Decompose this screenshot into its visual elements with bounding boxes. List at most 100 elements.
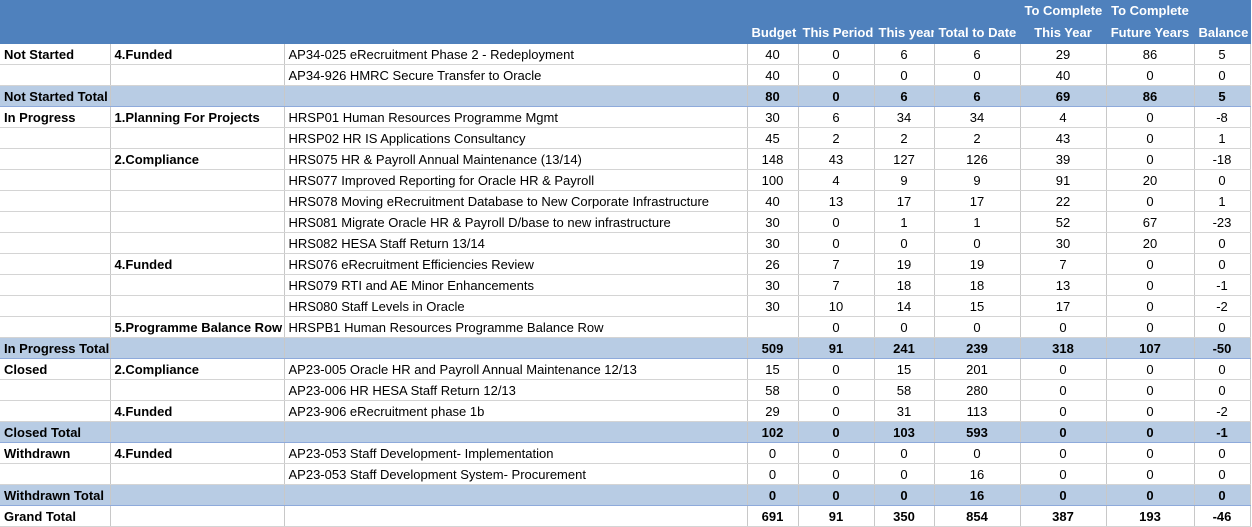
header-bottom-cell: This Year <box>1020 21 1107 44</box>
table-row: AP34-926 HMRC Secure Transfer to Oracle 4… <box>0 64 1251 86</box>
value-cell: 91 <box>798 505 875 527</box>
value-cell: 16 <box>934 484 1021 506</box>
value-cell: 854 <box>934 505 1021 527</box>
header-row-top: To Complete To Complete <box>0 0 1251 22</box>
value-cell: 40 <box>747 43 799 65</box>
category-cell <box>110 232 285 254</box>
value-cell: 20 <box>1106 169 1195 191</box>
grand-total-row: Grand Total 691 91 350 854 387 193 -46 <box>0 505 1251 527</box>
project-cell: HRS077 Improved Reporting for Oracle HR … <box>284 169 748 191</box>
header-top-cell <box>1194 0 1251 22</box>
category-cell <box>110 274 285 296</box>
value-cell: 34 <box>934 106 1021 128</box>
value-cell: -46 <box>1194 505 1251 527</box>
value-cell: 0 <box>1106 358 1195 380</box>
category-cell: 4.Funded <box>110 253 285 275</box>
category-cell <box>110 379 285 401</box>
status-cell <box>0 316 111 338</box>
project-cell: HRS082 HESA Staff Return 13/14 <box>284 232 748 254</box>
value-cell: 193 <box>1106 505 1195 527</box>
value-cell: 29 <box>1020 43 1107 65</box>
table-row: 4.Funded HRS076 eRecruitment Efficiencies… <box>0 253 1251 275</box>
project-cell: HRS076 eRecruitment Efficiencies Review <box>284 253 748 275</box>
total-row: Not Started Total 80 0 6 6 69 86 5 <box>0 85 1251 107</box>
status-cell <box>0 400 111 422</box>
status-cell: In Progress Total <box>0 337 111 359</box>
project-cell: HRS081 Migrate Oracle HR & Payroll D/bas… <box>284 211 748 233</box>
status-cell <box>0 64 111 86</box>
value-cell: 691 <box>747 505 799 527</box>
value-cell: 4 <box>798 169 875 191</box>
value-cell: 86 <box>1106 43 1195 65</box>
total-row: In Progress Total 509 91 241 239 318 107 -50 <box>0 337 1251 359</box>
value-cell: 80 <box>747 85 799 107</box>
header-bottom-cell: Budget <box>747 21 799 44</box>
value-cell: 0 <box>1106 148 1195 170</box>
header-top-cell <box>747 0 799 22</box>
header-bottom-cell: This year <box>874 21 935 44</box>
header-top-cell <box>0 0 111 22</box>
value-cell: 0 <box>1106 421 1195 443</box>
value-cell: 9 <box>874 169 935 191</box>
value-cell: 22 <box>1020 190 1107 212</box>
project-cell: HRSPB1 Human Resources Programme Balance… <box>284 316 748 338</box>
status-cell <box>0 232 111 254</box>
project-cell: AP23-053 Staff Development- Implementati… <box>284 442 748 464</box>
header-bottom-cell <box>110 21 285 44</box>
value-cell: 45 <box>747 127 799 149</box>
value-cell: 5 <box>1194 43 1251 65</box>
value-cell: 0 <box>1194 316 1251 338</box>
category-cell <box>110 169 285 191</box>
value-cell: 6 <box>874 85 935 107</box>
value-cell: 0 <box>874 442 935 464</box>
value-cell: 6 <box>934 85 1021 107</box>
value-cell: 0 <box>798 484 875 506</box>
status-cell <box>0 190 111 212</box>
value-cell: -2 <box>1194 400 1251 422</box>
status-cell: Withdrawn Total <box>0 484 111 506</box>
value-cell: 0 <box>1020 484 1107 506</box>
value-cell: 30 <box>747 232 799 254</box>
value-cell: 19 <box>874 253 935 275</box>
project-cell: HRS078 Moving eRecruitment Database to N… <box>284 190 748 212</box>
category-cell <box>110 337 285 359</box>
header-top-cell <box>874 0 935 22</box>
header-top-cell: To Complete <box>1106 0 1195 22</box>
value-cell: 34 <box>874 106 935 128</box>
value-cell: 1 <box>1194 127 1251 149</box>
value-cell: 7 <box>1020 253 1107 275</box>
value-cell: 0 <box>934 64 1021 86</box>
value-cell: 0 <box>798 64 875 86</box>
value-cell: 0 <box>874 316 935 338</box>
value-cell: 13 <box>798 190 875 212</box>
value-cell: 26 <box>747 253 799 275</box>
value-cell: 1 <box>934 211 1021 233</box>
value-cell: 0 <box>1194 253 1251 275</box>
value-cell: 13 <box>1020 274 1107 296</box>
category-cell: 2.Compliance <box>110 358 285 380</box>
category-cell <box>110 127 285 149</box>
value-cell: 0 <box>1106 379 1195 401</box>
value-cell: 0 <box>1106 106 1195 128</box>
value-cell: 0 <box>747 484 799 506</box>
value-cell: 0 <box>1106 400 1195 422</box>
project-cell <box>284 505 748 527</box>
status-cell <box>0 127 111 149</box>
category-cell: 1.Planning For Projects <box>110 106 285 128</box>
value-cell: 0 <box>1106 253 1195 275</box>
value-cell: 239 <box>934 337 1021 359</box>
value-cell: -18 <box>1194 148 1251 170</box>
value-cell: 0 <box>798 421 875 443</box>
value-cell: 17 <box>1020 295 1107 317</box>
table-row: HRS080 Staff Levels in Oracle 30 10 14 15 17 0… <box>0 295 1251 317</box>
value-cell: 52 <box>1020 211 1107 233</box>
value-cell: 0 <box>874 484 935 506</box>
category-cell <box>110 64 285 86</box>
status-cell <box>0 274 111 296</box>
status-cell: Closed <box>0 358 111 380</box>
value-cell: 103 <box>874 421 935 443</box>
value-cell: -1 <box>1194 274 1251 296</box>
value-cell <box>747 316 799 338</box>
value-cell: 0 <box>1106 316 1195 338</box>
category-cell: 4.Funded <box>110 43 285 65</box>
